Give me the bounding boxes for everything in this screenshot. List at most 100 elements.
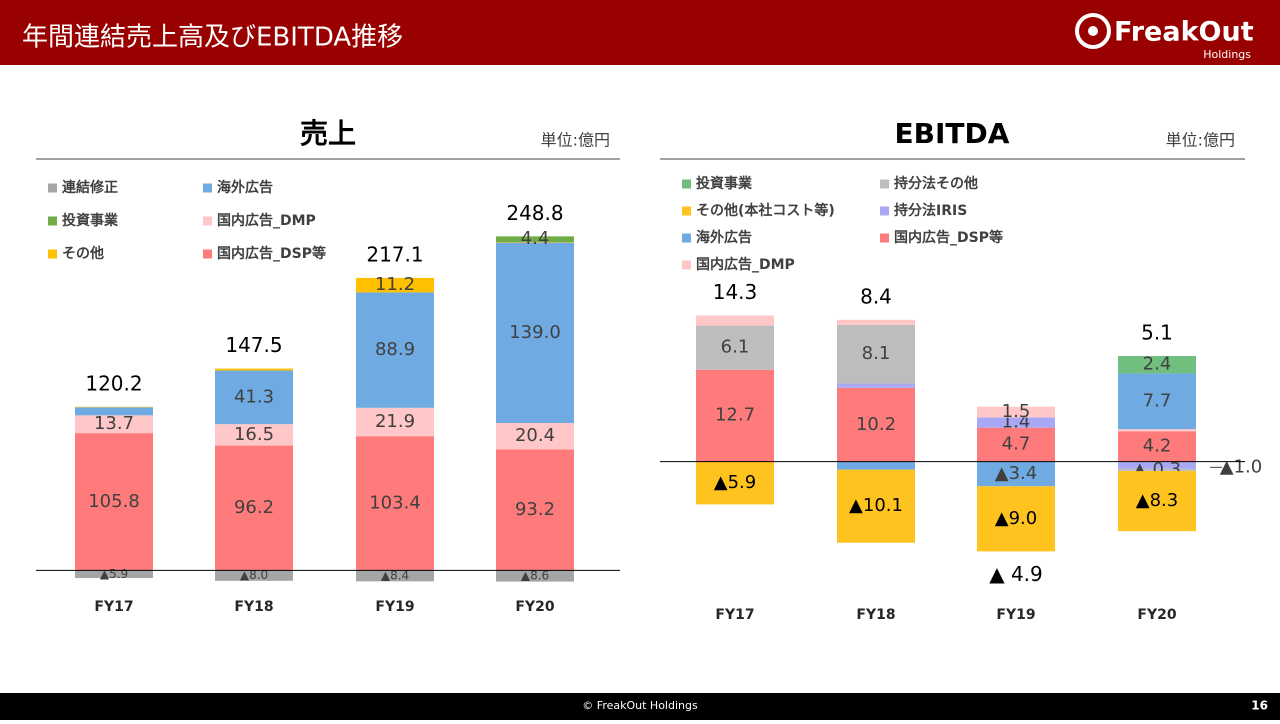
bar-segment: [1118, 471, 1196, 532]
bar-segment: [696, 369, 774, 462]
bar-segment: [837, 383, 915, 388]
value-label: ▲1.0: [1220, 456, 1262, 477]
total-label: 248.8: [506, 201, 563, 225]
header-bar: [0, 0, 1280, 65]
bar-segment: [75, 406, 153, 408]
legend-swatch: [682, 206, 691, 216]
value-label: 139.0: [509, 322, 561, 343]
bar-segment: [356, 277, 434, 293]
value-label: 6.1: [721, 337, 750, 358]
page-title: 年間連結売上高及びEBITDA推移: [22, 23, 403, 53]
value-label: 96.2: [234, 497, 274, 518]
unit-label: 単位:億円: [1166, 131, 1235, 150]
logo-mark: [1075, 13, 1111, 49]
bar-segment: [356, 292, 434, 408]
bar-segment: [75, 570, 153, 579]
bar-segment: [696, 461, 774, 505]
logo-text: FreakOut: [1114, 17, 1254, 48]
value-label: ▲3.4: [995, 463, 1037, 484]
bar-segment: [75, 415, 153, 434]
x-tick-label: FY18: [856, 607, 895, 623]
value-label: ▲5.9: [100, 567, 128, 581]
legend-swatch: [48, 183, 57, 193]
bar-segment: [837, 387, 915, 462]
legend-label: その他: [62, 245, 104, 262]
bar-segment: [215, 570, 293, 581]
value-label: 8.1: [862, 343, 891, 364]
bar-segment: [496, 570, 574, 582]
x-tick-label: FY19: [375, 599, 414, 615]
bar-segment: [496, 449, 574, 571]
value-label: 41.3: [234, 386, 274, 407]
bar-segment: [496, 242, 574, 423]
value-label: ▲9.0: [995, 508, 1037, 529]
value-label: 4.2: [1143, 435, 1172, 456]
legend-label: 連結修正: [62, 179, 118, 196]
bar-segment: [215, 445, 293, 571]
footer-bar: [0, 693, 1280, 720]
bar-segment: [496, 242, 574, 243]
bar-segment: [356, 407, 434, 437]
copyright: © FreakOut Holdings: [582, 699, 698, 712]
legend-swatch: [48, 249, 57, 259]
bar-segment: [215, 424, 293, 446]
value-label: 21.9: [375, 411, 415, 432]
bar-segment: [977, 486, 1055, 552]
legend-label: 国内広告_DMP: [696, 256, 795, 273]
legend-swatch: [203, 216, 212, 226]
legend-label: 海外広告: [217, 179, 273, 196]
legend-label: 国内広告_DMP: [217, 212, 316, 229]
legend-label: 持分法その他: [894, 175, 978, 192]
unit-label: 単位:億円: [541, 131, 610, 150]
total-label: 147.5: [225, 333, 282, 357]
legend-swatch: [682, 179, 691, 189]
bar-segment: [1118, 373, 1196, 430]
logo-dot: [1088, 26, 1098, 36]
legend-label: 海外広告: [696, 229, 752, 246]
legend-swatch: [203, 183, 212, 193]
value-label: 1.5: [1002, 401, 1031, 422]
bar-segment: [496, 422, 574, 450]
value-label: 103.4: [369, 492, 421, 513]
value-label: 105.8: [88, 491, 140, 512]
legend-label: 国内広告_DSP等: [894, 229, 1003, 246]
bar-segment: [1118, 468, 1196, 472]
bar-segment: [1118, 461, 1196, 469]
x-tick-label: FY17: [715, 607, 754, 623]
legend-label: その他(本社コスト等): [696, 202, 835, 219]
legend-swatch: [203, 249, 212, 259]
total-label: 14.3: [713, 280, 758, 304]
bar-segment: [696, 325, 774, 370]
page-number: 16: [1251, 699, 1268, 713]
bar-segment: [837, 319, 915, 325]
bar-segment: [977, 427, 1055, 462]
bar-segment: [215, 368, 293, 371]
total-label: 120.2: [85, 371, 142, 395]
value-label: ▲8.6: [521, 569, 549, 583]
legend-swatch: [682, 233, 691, 243]
bar-segment: [496, 236, 574, 243]
legend-swatch: [880, 233, 889, 243]
value-label: 2.4: [1143, 354, 1172, 375]
value-label: ▲10.1: [849, 495, 903, 516]
bar-segment: [1118, 356, 1196, 374]
logo: FreakOut Holdings: [1075, 13, 1254, 61]
chart-title: 売上: [300, 117, 356, 150]
x-tick-label: FY18: [234, 599, 273, 615]
value-label: 12.7: [715, 405, 755, 426]
bar-segment: [977, 406, 1055, 418]
bar-segment: [356, 436, 434, 571]
bar-segment: [837, 469, 915, 543]
legend-label: 持分法IRIS: [894, 202, 967, 219]
legend-swatch: [48, 216, 57, 226]
bar-segment: [1118, 429, 1196, 432]
total-label: 8.4: [860, 284, 892, 308]
bar-segment: [1118, 431, 1196, 462]
bar-segment: [75, 433, 153, 571]
bar-segment: [977, 461, 1055, 487]
logo-sub: Holdings: [1203, 48, 1251, 61]
legend-label: 国内広告_DSP等: [217, 245, 326, 262]
x-tick-label: FY20: [1137, 607, 1176, 623]
